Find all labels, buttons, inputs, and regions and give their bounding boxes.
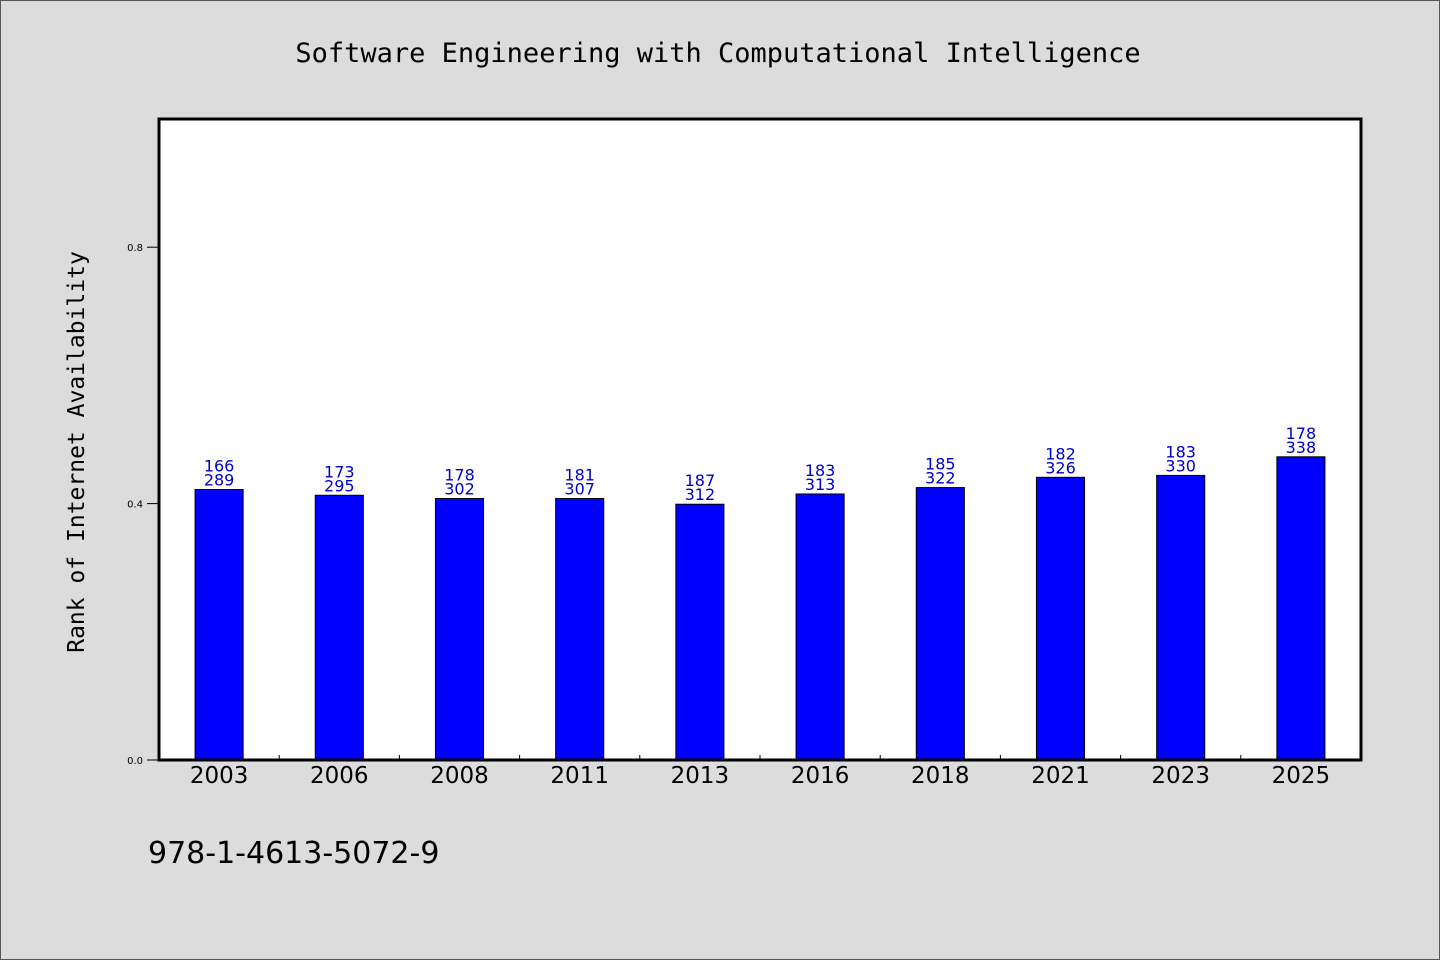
x-tick-label-2021: 2021	[1031, 763, 1090, 789]
bar-label-bottom-2008: 302	[444, 479, 475, 498]
bar-label-top-2003: 166	[204, 456, 235, 475]
x-tick-label-2008: 2008	[430, 763, 489, 789]
bar-2011	[555, 497, 605, 761]
bar-label-top-2023: 183	[1165, 442, 1196, 461]
y-tick-label-0.0: 0.0	[127, 756, 143, 767]
bar-label-bottom-2018: 322	[925, 469, 956, 488]
bar-label-bottom-2025: 338	[1286, 438, 1317, 457]
isbn-footer: 978-1-4613-5072-9	[148, 836, 439, 871]
bar-label-bottom-2023: 330	[1165, 456, 1196, 475]
plot-border	[157, 117, 1363, 762]
x-tick-label-2011: 2011	[550, 763, 609, 789]
bar-label-top-2006: 173	[324, 462, 355, 481]
bar-label-top-2008: 178	[444, 465, 475, 484]
bar-label-bottom-2013: 312	[685, 485, 716, 504]
x-tick-label-2006: 2006	[310, 763, 369, 789]
bar-2008	[434, 497, 485, 761]
bar-label-top-2025: 178	[1286, 424, 1317, 443]
bar-label-top-2011: 181	[564, 465, 595, 484]
x-tick-label-2018: 2018	[911, 763, 970, 789]
bar-label-top-2018: 185	[925, 455, 956, 474]
y-axis-ticks: 0.0 0.4 0.8	[127, 243, 159, 767]
bars-group	[194, 456, 1326, 761]
bar-label-bottom-2021: 326	[1045, 458, 1076, 477]
bar-2025	[1276, 456, 1326, 761]
x-tick-label-2003: 2003	[190, 763, 249, 789]
bar-label-bottom-2003: 289	[204, 470, 235, 489]
bar-2006	[314, 494, 364, 761]
bar-2021	[1035, 476, 1086, 761]
y-axis-label: Rank of Internet Availability	[64, 251, 90, 653]
bar-label-bottom-2011: 307	[564, 479, 595, 498]
x-tick-label-2013: 2013	[671, 763, 730, 789]
chart-title: Software Engineering with Computational …	[295, 38, 1140, 69]
bar-2018	[915, 487, 965, 761]
bar-label-bottom-2006: 295	[324, 476, 355, 495]
x-tick-label-2016: 2016	[791, 763, 850, 789]
bar-2003	[194, 488, 244, 761]
x-tick-label-2023: 2023	[1151, 763, 1210, 789]
x-axis-ticks: 2003 2006 2008 2011 2013 2016 2018 2021 2023 2025	[190, 755, 1330, 789]
bar-label-top-2016: 183	[805, 461, 836, 480]
bar-2013	[675, 503, 725, 761]
bar-2023	[1156, 474, 1206, 761]
y-tick-label-0.4: 0.4	[127, 500, 143, 511]
bar-label-bottom-2016: 313	[805, 475, 836, 494]
y-tick-label-0.8: 0.8	[127, 243, 143, 254]
bar-label-top-2013: 187	[685, 471, 716, 490]
x-tick-label-2025: 2025	[1272, 763, 1331, 789]
bar-2016	[795, 493, 845, 761]
bar-label-top-2021: 182	[1045, 444, 1076, 463]
